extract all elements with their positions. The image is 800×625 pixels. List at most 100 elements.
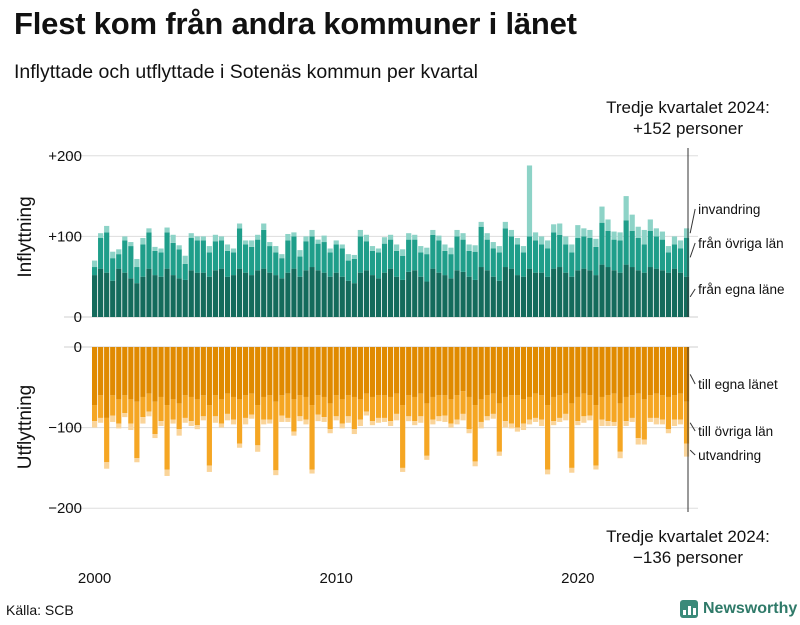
- bar-segment: [683, 228, 690, 239]
- bar-segment: [659, 270, 665, 317]
- bar-segment: [363, 347, 370, 394]
- bar-segment: [261, 396, 267, 420]
- y-tick-label: 0: [74, 309, 82, 326]
- x-tick-label: 2000: [78, 570, 111, 587]
- bar-segment: [387, 347, 394, 397]
- bar-segment: [448, 247, 454, 255]
- bar-segment: [164, 405, 170, 470]
- bar-segment: [412, 270, 418, 317]
- bar-segment: [321, 242, 327, 273]
- bar-segment: [671, 236, 678, 245]
- bar-segment: [212, 270, 218, 317]
- bar-segment: [599, 264, 605, 317]
- bar-segment: [508, 423, 514, 429]
- bar-segment: [381, 272, 388, 317]
- y-tick-label: 0: [74, 339, 82, 356]
- bar-segment: [122, 240, 128, 273]
- bar-segment: [110, 258, 116, 281]
- y-tick-label: +200: [48, 148, 82, 165]
- bar-segment: [599, 222, 605, 265]
- bar-segment: [430, 347, 436, 397]
- bar-segment: [448, 278, 454, 317]
- bar-segment: [321, 396, 327, 418]
- bar-segment: [206, 347, 212, 406]
- bar-segment: [581, 347, 587, 394]
- bar-segment: [122, 236, 128, 241]
- bar-segment: [387, 234, 394, 240]
- bar-segment: [394, 244, 400, 251]
- bar-segment: [110, 347, 116, 396]
- bar-segment: [110, 395, 116, 416]
- bar-segment: [116, 268, 122, 317]
- bar-segment: [249, 393, 255, 415]
- bar-segment: [351, 254, 357, 259]
- bar-segment: [569, 467, 575, 473]
- bar-segment: [116, 423, 122, 429]
- bar-segment: [381, 237, 388, 244]
- bar-segment: [345, 347, 351, 396]
- bar-segment: [593, 275, 599, 317]
- bar-segment: [653, 393, 659, 418]
- bar-segment: [587, 395, 593, 416]
- bar-segment: [472, 405, 478, 462]
- bar-segment: [520, 399, 527, 424]
- bar-segment: [563, 244, 569, 273]
- bar-segment: [641, 347, 647, 400]
- bar-segment: [551, 224, 557, 233]
- bar-segment: [551, 347, 557, 397]
- bar-segment: [351, 258, 357, 284]
- y-tick-label: −200: [48, 500, 82, 517]
- bar-segment: [520, 276, 527, 317]
- annotation-text: −136 personer: [633, 548, 743, 567]
- bar-segment: [315, 414, 321, 422]
- bar-segment: [249, 275, 255, 317]
- bar-segment: [315, 243, 321, 271]
- series-label: invandring: [698, 202, 760, 217]
- bar-segment: [309, 229, 315, 237]
- bar-segment: [285, 393, 291, 418]
- bar-segment: [279, 415, 285, 422]
- bar-segment: [182, 255, 188, 264]
- bar-segment: [418, 246, 424, 253]
- bar-segment: [224, 276, 231, 317]
- bar-segment: [297, 416, 303, 422]
- bar-segment: [116, 249, 122, 255]
- bar-segment: [551, 396, 557, 422]
- bar-segment: [104, 232, 110, 273]
- bar-segment: [122, 347, 128, 396]
- bar-segment: [508, 395, 514, 424]
- bar-segment: [424, 403, 430, 456]
- bar-segment: [98, 417, 104, 423]
- bar-segment: [502, 421, 508, 428]
- bar-segment: [170, 275, 176, 317]
- bar-segment: [363, 393, 370, 412]
- bar-segment: [116, 254, 122, 269]
- bar-segment: [327, 252, 333, 277]
- bar-segment: [605, 267, 611, 317]
- bar-segment: [665, 396, 672, 430]
- bar-segment: [327, 347, 333, 404]
- bar-segment: [611, 231, 617, 240]
- bar-segment: [146, 232, 152, 269]
- bar-segment: [218, 423, 225, 428]
- bar-segment: [442, 250, 448, 276]
- bar-segment: [635, 393, 641, 439]
- bar-segment: [442, 275, 448, 317]
- bar-segment: [182, 347, 188, 396]
- brand-logo[interactable]: Newsworthy: [680, 600, 797, 618]
- bar-segment: [635, 238, 641, 271]
- bar-segment: [508, 268, 514, 317]
- bar-segment: [369, 250, 376, 276]
- bar-segment: [490, 276, 496, 317]
- bar-segment: [363, 270, 370, 317]
- annotation-text: +152 personer: [633, 119, 743, 138]
- bar-segment: [484, 347, 490, 396]
- bar-segment: [526, 165, 533, 237]
- bar-segment: [526, 396, 533, 420]
- bar-segment: [92, 405, 98, 422]
- bar-segment: [502, 347, 508, 397]
- bar-segment: [611, 347, 617, 394]
- bar-segment: [236, 443, 243, 448]
- bar-segment: [436, 347, 442, 396]
- bar-segment: [345, 395, 351, 417]
